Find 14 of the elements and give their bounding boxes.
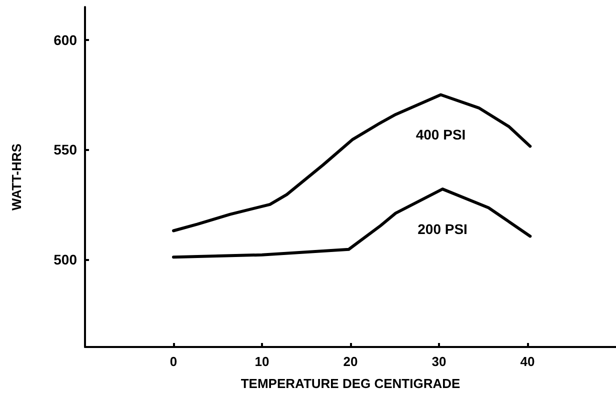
x-tick-label: 10 — [254, 354, 270, 369]
series-label: 200 PSI — [418, 221, 468, 238]
y-tick-label: 550 — [54, 142, 78, 158]
y-tick-label: 600 — [54, 32, 78, 48]
x-tick-label: 30 — [432, 354, 446, 369]
y-axis-title: WATT-HRS — [9, 143, 24, 210]
x-tick-label: 20 — [343, 354, 358, 369]
x-axis-title: TEMPERATURE DEG CENTIGRADE — [240, 376, 460, 391]
y-tick-label: 500 — [54, 251, 78, 268]
x-tick-label: 40 — [520, 354, 535, 369]
line-series — [172, 93, 532, 232]
series-label: 400 PSI — [416, 126, 466, 143]
line-series — [172, 188, 532, 259]
x-tick-label: 0 — [170, 354, 178, 369]
